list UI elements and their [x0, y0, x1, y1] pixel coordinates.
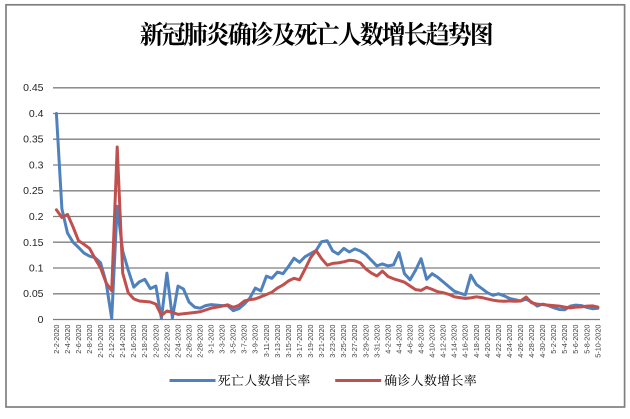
svg-text:4-28-2020: 4-28-2020 — [527, 325, 536, 358]
svg-text:4-20-2020: 4-20-2020 — [483, 325, 492, 358]
svg-text:2-20-2020: 2-20-2020 — [151, 325, 160, 358]
svg-text:2-16-2020: 2-16-2020 — [129, 325, 138, 358]
svg-text:3-21-2020: 3-21-2020 — [317, 325, 326, 358]
svg-text:3-23-2020: 3-23-2020 — [328, 325, 337, 358]
svg-text:2-24-2020: 2-24-2020 — [173, 325, 182, 358]
svg-text:4-6-2020: 4-6-2020 — [406, 325, 415, 354]
svg-text:3-1-2020: 3-1-2020 — [207, 325, 216, 354]
svg-text:0: 0 — [38, 314, 44, 326]
svg-text:0.2: 0.2 — [29, 211, 44, 223]
svg-text:0.05: 0.05 — [23, 288, 44, 300]
svg-text:3-3-2020: 3-3-2020 — [218, 325, 227, 354]
svg-text:4-18-2020: 4-18-2020 — [472, 325, 481, 358]
svg-text:3-9-2020: 3-9-2020 — [251, 325, 260, 354]
svg-text:0.3: 0.3 — [29, 160, 44, 172]
svg-text:3-13-2020: 3-13-2020 — [273, 325, 282, 358]
svg-text:5-10-2020: 5-10-2020 — [593, 325, 602, 358]
svg-text:4-8-2020: 4-8-2020 — [417, 325, 426, 354]
svg-text:4-4-2020: 4-4-2020 — [394, 325, 403, 354]
svg-text:4-16-2020: 4-16-2020 — [461, 325, 470, 358]
svg-text:4-12-2020: 4-12-2020 — [439, 325, 448, 358]
svg-text:2-22-2020: 2-22-2020 — [162, 325, 171, 358]
svg-text:3-7-2020: 3-7-2020 — [240, 325, 249, 354]
svg-text:2-10-2020: 2-10-2020 — [96, 325, 105, 358]
svg-text:5-6-2020: 5-6-2020 — [571, 325, 580, 354]
svg-text:3-27-2020: 3-27-2020 — [350, 325, 359, 358]
svg-text:3-17-2020: 3-17-2020 — [295, 325, 304, 358]
svg-text:2-12-2020: 2-12-2020 — [107, 325, 116, 358]
svg-text:5-8-2020: 5-8-2020 — [582, 325, 591, 354]
svg-text:3-15-2020: 3-15-2020 — [284, 325, 293, 358]
svg-text:4-2-2020: 4-2-2020 — [383, 325, 392, 354]
svg-text:4-10-2020: 4-10-2020 — [428, 325, 437, 358]
svg-text:2-8-2020: 2-8-2020 — [85, 325, 94, 354]
svg-text:2-4-2020: 2-4-2020 — [63, 325, 72, 354]
svg-text:5-2-2020: 5-2-2020 — [549, 325, 558, 354]
svg-text:4-26-2020: 4-26-2020 — [516, 325, 525, 358]
svg-text:3-11-2020: 3-11-2020 — [262, 325, 271, 358]
svg-text:2-28-2020: 2-28-2020 — [196, 325, 205, 358]
svg-text:0.4: 0.4 — [29, 108, 44, 120]
svg-text:4-14-2020: 4-14-2020 — [450, 325, 459, 358]
svg-text:0.25: 0.25 — [23, 185, 44, 197]
svg-text:3-29-2020: 3-29-2020 — [361, 325, 370, 358]
svg-text:2-18-2020: 2-18-2020 — [140, 325, 149, 358]
svg-text:4-24-2020: 4-24-2020 — [505, 325, 514, 358]
svg-text:2-2-2020: 2-2-2020 — [52, 325, 61, 354]
svg-text:3-31-2020: 3-31-2020 — [372, 325, 381, 358]
svg-text:4-22-2020: 4-22-2020 — [494, 325, 503, 358]
svg-text:0.15: 0.15 — [23, 237, 44, 249]
svg-text:0.1: 0.1 — [29, 263, 44, 275]
svg-text:3-19-2020: 3-19-2020 — [306, 325, 315, 358]
svg-text:5-4-2020: 5-4-2020 — [560, 325, 569, 354]
svg-text:0.35: 0.35 — [23, 134, 44, 146]
svg-text:3-25-2020: 3-25-2020 — [339, 325, 348, 358]
svg-text:4-30-2020: 4-30-2020 — [538, 325, 547, 358]
svg-text:0.45: 0.45 — [23, 82, 44, 94]
svg-text:2-14-2020: 2-14-2020 — [118, 325, 127, 358]
svg-text:2-6-2020: 2-6-2020 — [74, 325, 83, 354]
svg-text:2-26-2020: 2-26-2020 — [184, 325, 193, 358]
svg-text:3-5-2020: 3-5-2020 — [229, 325, 238, 354]
